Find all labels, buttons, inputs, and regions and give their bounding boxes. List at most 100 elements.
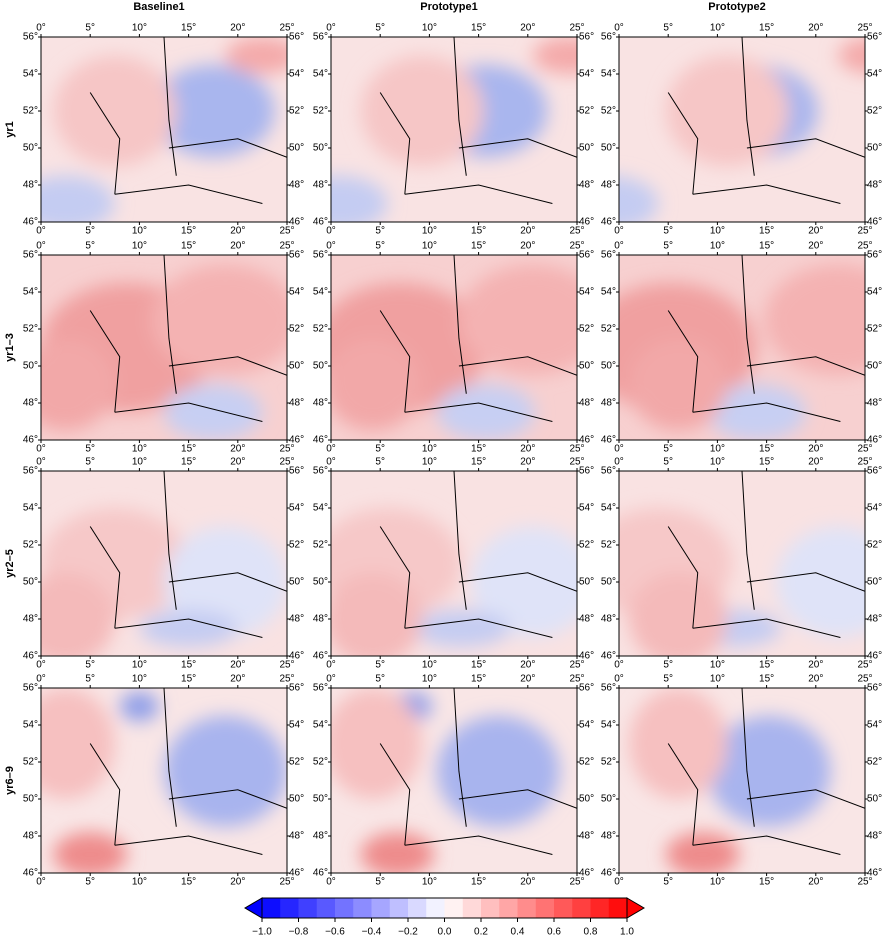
lat-tick-label: 52°: [867, 540, 882, 551]
lat-tick-label: 48°: [579, 614, 594, 625]
map-panel: 0°0°5°5°10°10°15°15°20°20°25°25°46° 46°48…: [313, 457, 594, 671]
lon-tick-label: 25°: [569, 660, 584, 671]
lat-tick-label: 52°: [289, 540, 304, 551]
borders: [667, 37, 865, 204]
lat-tick-label: 54°: [601, 287, 616, 298]
lat-tick-label: 54°: [313, 287, 328, 298]
lat-tick-label: 48°: [289, 180, 304, 191]
lon-tick-label: 15°: [471, 877, 486, 888]
lon-tick-label: 25°: [279, 444, 294, 455]
lat-tick-label: 52°: [601, 757, 616, 768]
lon-tick-label: 15°: [759, 660, 774, 671]
lat-tick-label: 48°: [867, 180, 882, 191]
colorbar-bin: [517, 898, 537, 918]
map-panel: 0°0°5°5°10°10°15°15°20°20°25°25°46° 46°48…: [23, 241, 304, 455]
lat-tick-label: 52°: [23, 106, 38, 117]
lat-tick-label: 48°: [289, 614, 304, 625]
lon-tick-label: 5°: [663, 877, 673, 888]
lon-tick-label: 0°: [36, 457, 46, 468]
lat-tick-label: 56°: [23, 250, 38, 261]
lon-tick-label: 0°: [326, 674, 336, 685]
lat-tick-label: 56°: [867, 683, 882, 694]
colorbar-bin: [280, 898, 299, 918]
lon-tick-label: 0°: [36, 23, 46, 34]
borders: [89, 255, 287, 422]
lat-tick-label: 52°: [579, 324, 594, 335]
colorbar-under: [244, 897, 263, 919]
map-frame: [618, 687, 866, 874]
anomaly-field: [331, 264, 577, 440]
lon-tick-label: 15°: [181, 660, 196, 671]
lon-tick-label: 5°: [375, 241, 385, 252]
lat-tick-label: 50°: [23, 577, 38, 588]
map-panel: 0°0°5°5°10°10°15°15°20°20°25°25°46° 46°48…: [601, 23, 882, 237]
row-label: yr2–5: [4, 549, 16, 578]
colorbar-bin: [335, 898, 354, 918]
colorbar-bin: [499, 898, 518, 918]
lon-tick-label: 25°: [569, 457, 584, 468]
anomaly-blob: [412, 609, 511, 647]
lon-tick-label: 25°: [569, 444, 584, 455]
lat-tick-label: 52°: [867, 757, 882, 768]
lon-tick-label: 10°: [710, 444, 725, 455]
map-frame: [330, 470, 578, 657]
anomaly-blob: [53, 832, 128, 873]
lon-tick-label: 5°: [85, 444, 95, 455]
lat-tick-label: 50°: [867, 577, 882, 588]
lon-tick-label: 15°: [759, 23, 774, 34]
lat-tick-label: 46°: [601, 868, 616, 879]
colorbar-bin: [353, 898, 372, 918]
lon-tick-label: 20°: [808, 674, 823, 685]
lat-tick-label: 50°: [313, 577, 328, 588]
lon-tick-label: 20°: [230, 457, 245, 468]
anomaly-blob: [41, 688, 115, 799]
lon-tick-label: 15°: [759, 457, 774, 468]
lon-tick-label: 15°: [471, 674, 486, 685]
lon-tick-label: 0°: [36, 660, 46, 671]
lat-tick-label: 56°: [289, 683, 304, 694]
lon-tick-label: 15°: [181, 457, 196, 468]
anomaly-blob: [164, 526, 287, 638]
lon-tick-label: 20°: [520, 226, 535, 237]
lon-tick-label: 25°: [279, 226, 294, 237]
borders: [379, 255, 577, 422]
lon-tick-label: 10°: [422, 457, 437, 468]
lat-tick-label: 50°: [313, 361, 328, 372]
lon-tick-label: 25°: [857, 23, 872, 34]
lat-tick-label: 46°: [313, 217, 328, 228]
lat-tick-label: 56°: [23, 466, 38, 477]
lat-tick-label: 52°: [601, 540, 616, 551]
lat-tick-label: 50°: [867, 143, 882, 154]
map-panel: 0°0°5°5°10°10°15°15°20°20°25°25°46° 46°48…: [601, 457, 882, 671]
lat-tick-label: 54°: [601, 69, 616, 80]
lon-tick-label: 0°: [36, 674, 46, 685]
colorbar-bin: [444, 898, 464, 918]
lat-tick-label: 48°: [579, 831, 594, 842]
lon-tick-label: 10°: [422, 674, 437, 685]
lat-tick-label: 54°: [313, 503, 328, 514]
lon-tick-label: 20°: [808, 457, 823, 468]
lon-tick-label: 15°: [471, 241, 486, 252]
lon-tick-label: 0°: [36, 241, 46, 252]
lon-tick-label: 25°: [279, 660, 294, 671]
lon-tick-label: 10°: [422, 23, 437, 34]
lon-tick-label: 10°: [132, 660, 147, 671]
lon-tick-label: 20°: [230, 241, 245, 252]
anomaly-blob: [665, 55, 789, 167]
colorbar-over: [626, 897, 645, 919]
lat-tick-label: 56°: [313, 250, 328, 261]
map-panel: 0°0°5°5°10°10°15°15°20°20°25°25°46° 46°48…: [601, 674, 882, 888]
lon-tick-label: 20°: [230, 444, 245, 455]
lon-tick-label: 10°: [710, 23, 725, 34]
lat-tick-label: 50°: [579, 361, 594, 372]
lon-tick-label: 25°: [279, 877, 294, 888]
lon-tick-label: 15°: [759, 674, 774, 685]
lon-tick-label: 0°: [326, 241, 336, 252]
lon-tick-label: 0°: [326, 660, 336, 671]
colorbar-bin: [426, 898, 445, 918]
colorbar-bin: [462, 898, 482, 918]
lon-tick-label: 0°: [36, 444, 46, 455]
anomaly-blob: [41, 572, 115, 656]
lat-tick-label: 50°: [23, 794, 38, 805]
anomaly-blob: [436, 384, 536, 440]
